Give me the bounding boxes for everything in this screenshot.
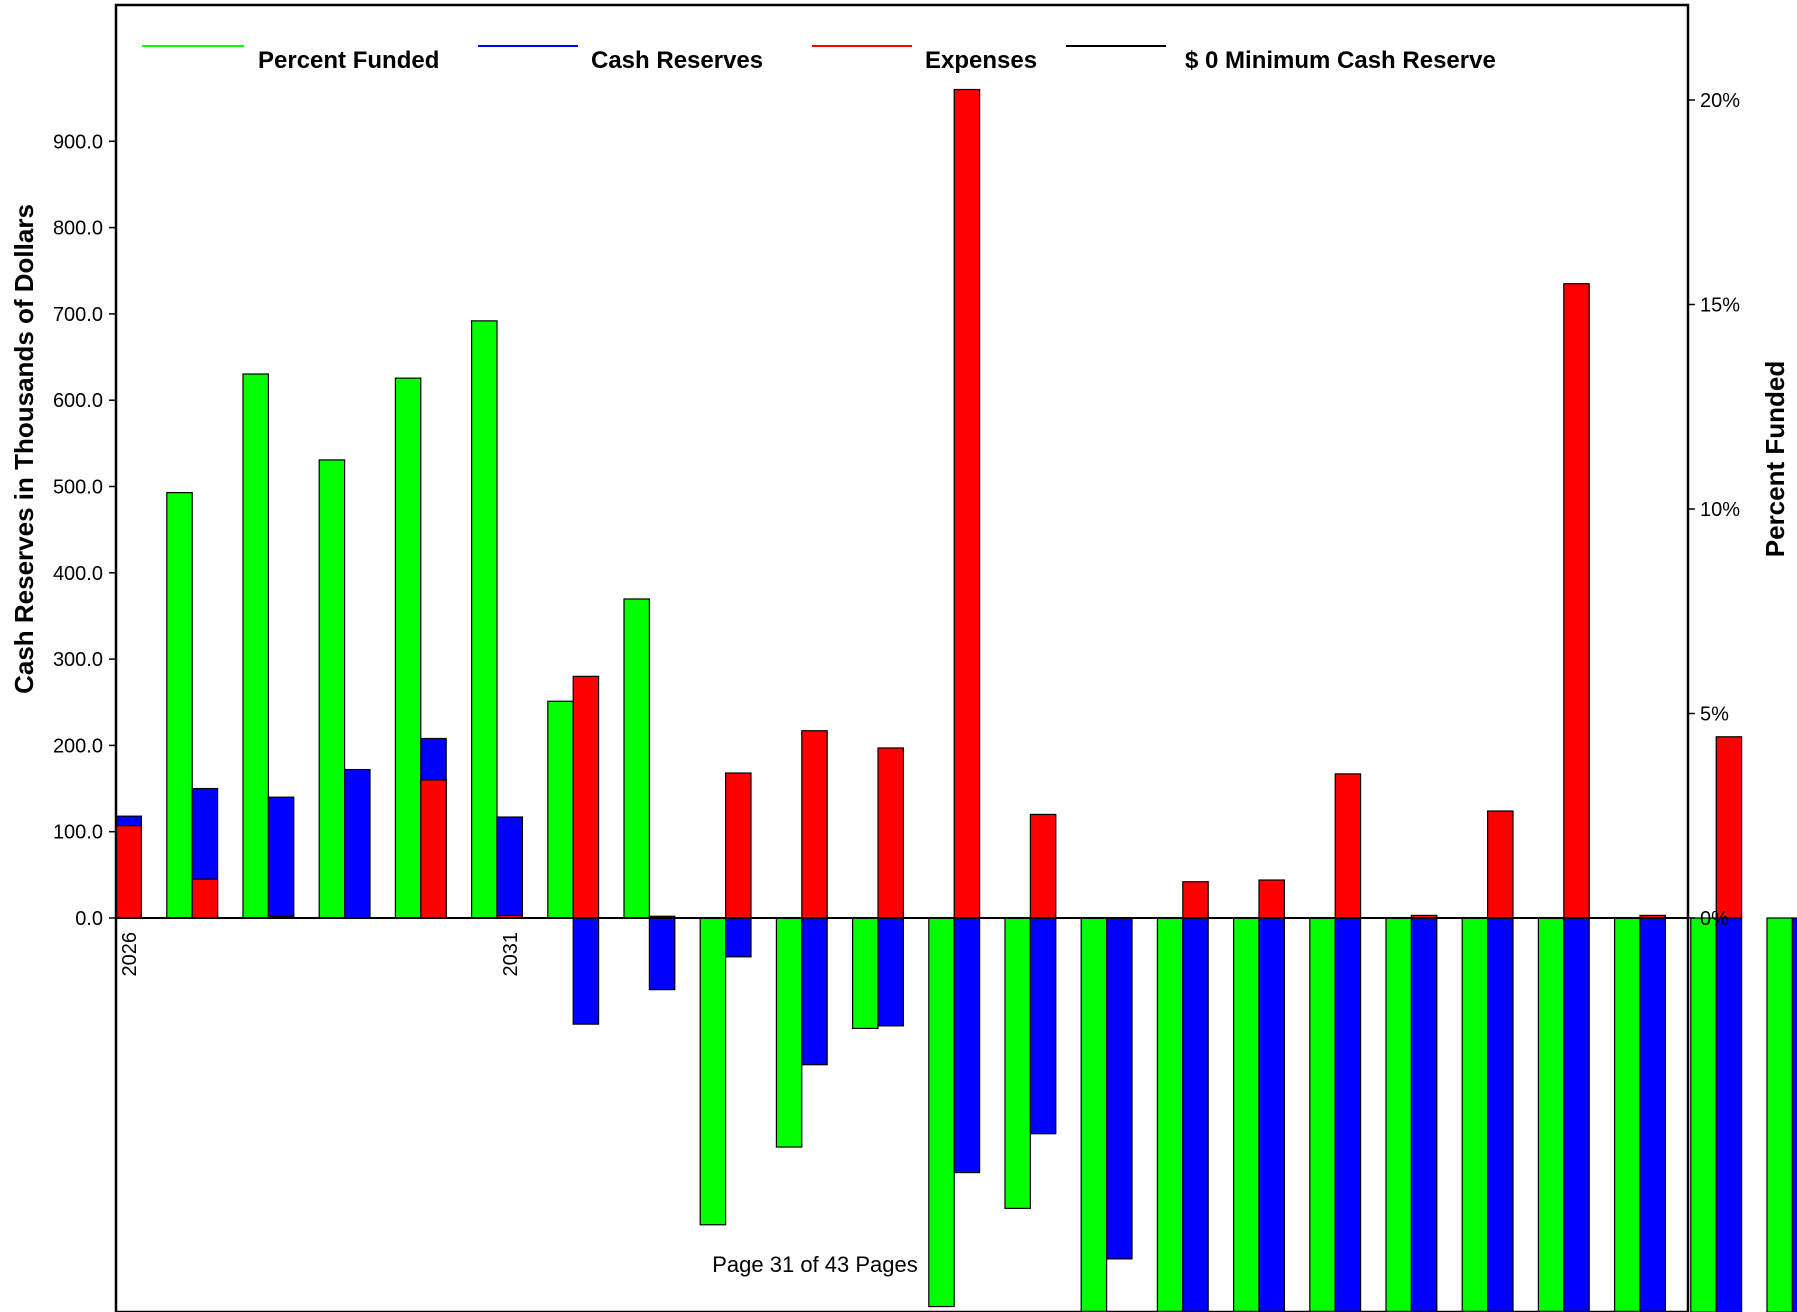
percent-funded-bar (1690, 917, 1717, 1312)
legend-label: Expenses (925, 47, 1037, 74)
percent-funded-bar (547, 700, 574, 919)
expense-bar (1486, 810, 1514, 919)
bars-layer (115, 88, 1797, 1312)
percent-funded-bar (623, 598, 650, 919)
cash-reserve-bar (1410, 917, 1438, 1312)
x-tick-label: 2026 (119, 932, 141, 977)
ticks-layer: 0.0 100.0 200.0 300.0 400.0 500.0 600.0 700.0 80… (53, 90, 1740, 977)
x-tick-label: 2031 (500, 932, 522, 977)
percent-funded-bar (928, 917, 955, 1308)
cash-reserve-bar (344, 768, 371, 919)
percent-funded-bar (1080, 917, 1108, 1312)
cash-reserve-bar (496, 816, 523, 919)
percent-funded-bar (1766, 917, 1793, 1312)
expense-bar (877, 747, 904, 919)
cash-reserve-bar (572, 917, 600, 1025)
y-tick-label: 100.0 (53, 822, 103, 844)
y-tick-label: 800.0 (53, 218, 103, 240)
cash-reserve-bar (648, 917, 676, 991)
cash-reserve-bar (1639, 917, 1666, 1312)
cash-reserve-bar (1334, 917, 1362, 1312)
percent-funded-bar (1461, 917, 1489, 1312)
page-footer: Page 31 of 43 Pages (712, 1252, 918, 1277)
legend-label: $ 0 Minimum Cash Reserve (1185, 47, 1496, 74)
y-tick-label: 700.0 (53, 304, 103, 326)
percent-funded-bar (1232, 917, 1260, 1312)
legend: Percent Funded Cash Reserves Expenses $ 0 M… (142, 45, 1496, 74)
y-tick-label: 600.0 (53, 390, 103, 412)
percent-funded-bar (1156, 917, 1184, 1312)
y2-tick-label: 0% (1700, 908, 1729, 930)
percent-funded-bar (242, 373, 269, 919)
percent-funded-bar (775, 917, 803, 1148)
y2-axis-title: Percent Funded (1760, 361, 1790, 557)
expense-bar (953, 88, 981, 919)
cash-reserve-bar (1029, 917, 1057, 1135)
percent-funded-bar (1004, 917, 1031, 1209)
percent-funded-bar (851, 917, 879, 1030)
expense-bar (724, 772, 752, 919)
expense-bar (191, 878, 219, 919)
y-axis-title: Cash Reserves in Thousands of Dollars (9, 204, 39, 694)
expense-bar (572, 675, 600, 919)
percent-funded-bar (471, 320, 498, 919)
cash-reserve-bar (1105, 917, 1133, 1260)
expense-bar (1334, 773, 1362, 919)
cash-reserve-bar (1486, 917, 1514, 1312)
percent-funded-bar (318, 459, 346, 919)
percent-funded-bar (394, 377, 422, 919)
cash-reserve-bar (1563, 917, 1590, 1312)
y2-tick-label: 10% (1700, 499, 1740, 521)
cash-reserve-bar (801, 917, 828, 1066)
y-tick-label: 500.0 (53, 477, 103, 499)
y-tick-label: 0.0 (75, 908, 103, 930)
cash-reserve-bar (1258, 917, 1285, 1312)
expense-bar (801, 730, 828, 919)
plot-frame (114, 3, 1690, 1312)
axes-layer (114, 3, 1690, 1312)
y2-tick-label: 15% (1700, 295, 1740, 317)
y-tick-label: 200.0 (53, 735, 103, 757)
percent-funded-bar (1537, 917, 1565, 1312)
cash-reserve-bar (1791, 917, 1797, 1312)
cash-reserve-bar (724, 917, 752, 958)
expense-bar (1715, 736, 1743, 919)
y-tick-label: 400.0 (53, 563, 103, 585)
cash-reserve-bar (267, 796, 295, 919)
expense-bar (115, 825, 142, 919)
legend-label: Percent Funded (258, 47, 439, 74)
expense-bar (1182, 881, 1209, 919)
cash-reserve-bar (1715, 917, 1743, 1312)
percent-funded-bar (1613, 917, 1641, 1312)
expense-bar (1029, 813, 1057, 919)
y2-tick-label: 20% (1700, 90, 1740, 112)
cash-reserve-bar (953, 917, 981, 1174)
y2-tick-label: 5% (1700, 704, 1729, 726)
percent-funded-bar (1309, 917, 1336, 1312)
cash-reserve-bar (1182, 917, 1209, 1312)
expense-bar (1563, 283, 1590, 919)
percent-funded-bar (166, 492, 193, 919)
expense-bar (1258, 879, 1285, 919)
expense-bar (420, 779, 447, 919)
legend-label: Cash Reserves (591, 47, 763, 74)
y-tick-label: 300.0 (53, 649, 103, 671)
percent-funded-bar (699, 917, 727, 1226)
cash-reserve-bar (877, 917, 904, 1027)
percent-funded-bar (1385, 917, 1412, 1312)
y-tick-label: 900.0 (53, 131, 103, 153)
